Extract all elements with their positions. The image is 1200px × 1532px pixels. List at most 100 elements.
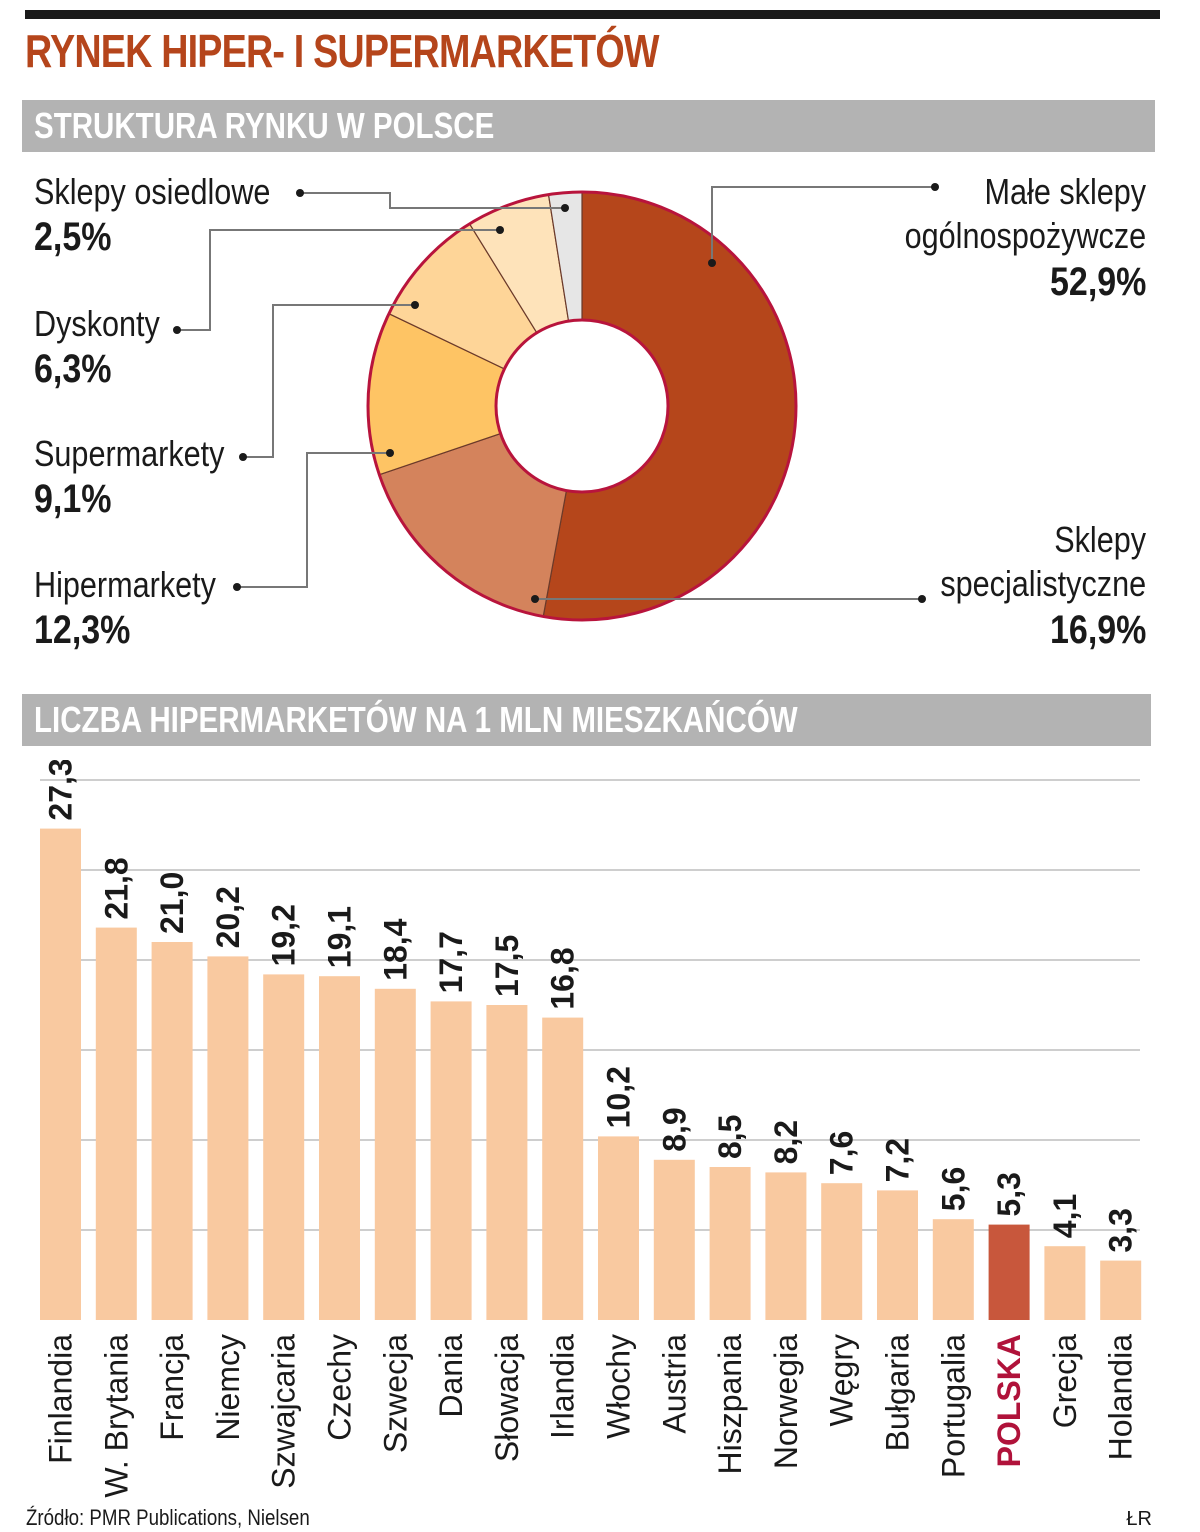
leader-hipermarkety: [237, 452, 390, 588]
bar-section-header: LICZBA HIPERMARKETÓW NA 1 MLN MIESZKAŃCÓ…: [22, 694, 1151, 746]
category-label-10: Irlandia: [545, 1334, 581, 1439]
category-label-15: Węgry: [824, 1334, 860, 1426]
bar-value-17: 5,6: [935, 1167, 971, 1211]
category-label-3: Francja: [154, 1334, 190, 1441]
bar-section-title: LICZBA HIPERMARKETÓW NA 1 MLN MIESZKAŃCÓ…: [34, 699, 798, 740]
bar-16: [877, 1190, 918, 1320]
bar-2: [95, 927, 137, 1320]
bar-10: [542, 1017, 584, 1320]
value-dyskonty: 6,3%: [34, 347, 112, 391]
bar-value-1: 27,3: [43, 760, 79, 821]
bar-value-8: 17,7: [433, 931, 469, 993]
source-note: Źródło: PMR Publications, Nielsen: [26, 1505, 310, 1530]
gridlines: [40, 779, 1140, 1231]
category-label-13: Hiszpania: [712, 1334, 748, 1475]
dot-spec-end: [531, 595, 539, 603]
value-spec: 16,9%: [1049, 608, 1146, 652]
category-label-18: POLSKA: [991, 1334, 1027, 1467]
leader-lines: [177, 186, 935, 600]
leader-osiedlowe: [300, 192, 565, 209]
bar-value-7: 18,4: [377, 918, 413, 980]
value-supermarkety: 9,1%: [34, 477, 112, 521]
label-male-line1: Małe sklepy: [984, 171, 1146, 212]
author-credit: ŁR: [1126, 1508, 1152, 1530]
leader-supermarkety: [243, 304, 415, 458]
bar-6: [319, 976, 360, 1320]
label-spec-line1: Sklepy: [1054, 519, 1146, 560]
bar-15: [821, 1183, 863, 1320]
bar-value-20: 3,3: [1103, 1208, 1139, 1252]
dot-supermarkety: [239, 453, 247, 461]
value-male: 52,9%: [1049, 260, 1146, 304]
category-label-11: Włochy: [601, 1334, 637, 1439]
leader-dyskonty: [177, 229, 500, 331]
bar-value-18: 5,3: [991, 1172, 1027, 1216]
dot-supermarkety-end: [411, 301, 419, 309]
bar-value-14: 8,2: [768, 1120, 804, 1164]
page-title: RYNEK HIPER- I SUPERMARKETÓW: [25, 25, 660, 77]
dot-dyskonty-end: [496, 226, 504, 234]
label-dyskonty: Dyskonty: [34, 303, 160, 344]
value-hipermarkety: 12,3%: [34, 608, 131, 652]
pie-section-header: STRUKTURA RYNKU W POLSCE: [22, 100, 1155, 152]
category-label-20: Holandia: [1103, 1334, 1139, 1461]
dot-male: [931, 183, 939, 191]
dot-osiedlowe-end: [561, 204, 569, 212]
pie-section-title: STRUKTURA RYNKU W POLSCE: [34, 105, 495, 146]
bar-7: [374, 988, 416, 1320]
bar-17: [932, 1219, 974, 1320]
bar-1: [40, 828, 81, 1320]
bar-value-15: 7,6: [824, 1131, 860, 1175]
bar-5: [263, 974, 305, 1320]
dot-osiedlowe: [296, 189, 304, 197]
bar-9: [486, 1005, 528, 1320]
bar-value-19: 4,1: [1047, 1194, 1083, 1238]
value-labels: 27,3 21,8 21,0 20,2 19,2 19,1 18,4 17,7 17,5 16,8…: [43, 760, 1139, 1253]
bar-8: [430, 1001, 472, 1320]
category-label-9: Słowacja: [489, 1334, 525, 1462]
bar-11: [598, 1136, 639, 1320]
label-hipermarkety: Hipermarkety: [34, 564, 216, 605]
category-label-2: W. Brytania: [98, 1334, 134, 1498]
bar-value-10: 16,8: [545, 947, 581, 1009]
category-label-6: Czechy: [322, 1334, 358, 1441]
bar-value-3: 21,0: [154, 872, 190, 934]
bars: [40, 828, 1142, 1320]
donut-chart: [173, 183, 939, 622]
bar-13: [709, 1167, 751, 1320]
label-supermarkety: Supermarkety: [34, 433, 225, 474]
category-label-8: Dania: [433, 1334, 469, 1418]
bar-value-2: 21,8: [98, 857, 134, 919]
label-spec-line2: specjalistyczne: [940, 563, 1146, 604]
bar-value-5: 19,2: [266, 904, 302, 966]
bar-chart: 27,3 21,8 21,0 20,2 19,2 19,1 18,4 17,7 17,5 16,8…: [40, 760, 1142, 1498]
dot-hipermarkety-end: [386, 449, 394, 457]
leader-dots: [173, 183, 939, 603]
dot-male-end: [708, 259, 716, 267]
bar-value-11: 10,2: [601, 1066, 637, 1128]
donut-outline: [366, 190, 798, 622]
dot-spec: [918, 595, 926, 603]
bar-3: [151, 942, 193, 1320]
bar-value-12: 8,9: [656, 1107, 692, 1151]
bar-19: [1044, 1246, 1086, 1320]
bar-value-4: 20,2: [210, 886, 246, 948]
category-label-17: Portugalia: [935, 1334, 971, 1478]
leader-male: [711, 186, 935, 263]
bar-4: [207, 956, 249, 1320]
bar-value-16: 7,2: [880, 1138, 916, 1182]
category-label-16: Bułgaria: [880, 1334, 916, 1452]
bar-value-9: 17,5: [489, 935, 525, 997]
bar-value-13: 8,5: [712, 1115, 748, 1159]
category-label-5: Szwajcaria: [266, 1334, 302, 1489]
category-label-4: Niemcy: [210, 1334, 246, 1441]
category-label-19: Grecja: [1047, 1334, 1083, 1428]
label-male-line2: ogólnospożywcze: [904, 215, 1146, 256]
category-label-7: Szwecja: [377, 1334, 413, 1453]
category-label-1: Finlandia: [43, 1334, 79, 1464]
dot-dyskonty: [173, 326, 181, 334]
category-labels: Finlandia W. Brytania Francja Niemcy Szwajca…: [43, 1334, 1139, 1498]
bar-20: [1100, 1260, 1142, 1320]
label-osiedlowe: Sklepy osiedlowe: [34, 171, 271, 212]
category-label-14: Norwegia: [768, 1334, 804, 1469]
